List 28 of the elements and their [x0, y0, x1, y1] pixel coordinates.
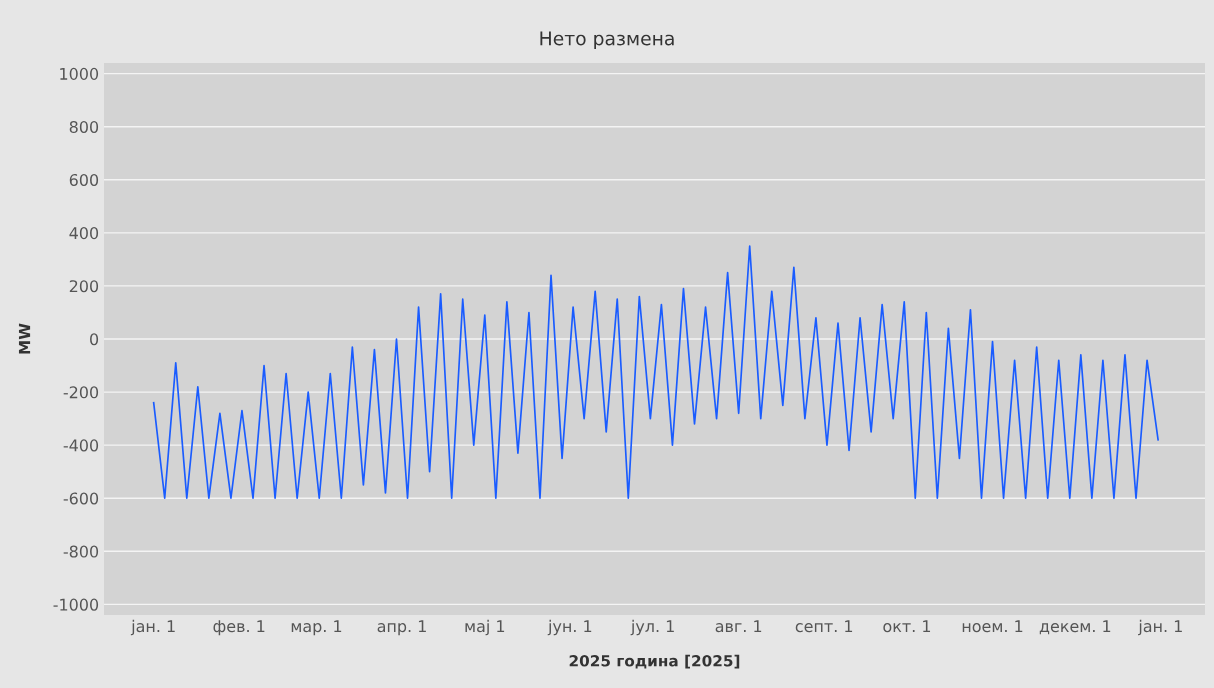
y-tick-label: 400 — [69, 227, 99, 240]
x-tick-label: авг. 1 — [715, 620, 762, 633]
x-axis-title: 2025 година [2025] — [569, 654, 740, 669]
x-tick-label: апр. 1 — [377, 620, 426, 636]
x-tick-label: окт. 1 — [883, 620, 931, 633]
x-tick-label: декем. 1 — [1039, 620, 1111, 635]
x-tick-label: мар. 1 — [291, 620, 342, 636]
y-tick-label: -600 — [63, 492, 99, 505]
y-tick-label: -800 — [63, 545, 99, 558]
y-tick-label: 600 — [69, 173, 99, 187]
line-series — [152, 245, 1159, 500]
x-tick-label: фев. 1 — [213, 620, 265, 636]
x-tick-label: септ. 1 — [795, 620, 853, 633]
y-tick-label: 200 — [69, 280, 99, 293]
y-tick-label: 800 — [69, 120, 99, 133]
chart-title: Нето размена — [540, 31, 674, 50]
y-tick-label: -400 — [63, 439, 99, 452]
y-axis-title: MW — [18, 323, 31, 354]
y-tick-label: -200 — [63, 386, 99, 399]
x-tick-label: мај 1 — [465, 619, 505, 636]
x-tick-label: јан. 1 — [130, 619, 175, 636]
y-tick-label: 0 — [90, 333, 99, 346]
x-tick-label: јан. 1 — [1138, 619, 1182, 636]
y-tick-label: -1000 — [53, 598, 99, 611]
x-tick-label: ноем. 1 — [962, 620, 1023, 633]
x-tick-label: јун. 1 — [547, 619, 592, 636]
x-tick-label: јул. 1 — [630, 619, 674, 636]
y-tick-label: 1000 — [60, 67, 99, 80]
